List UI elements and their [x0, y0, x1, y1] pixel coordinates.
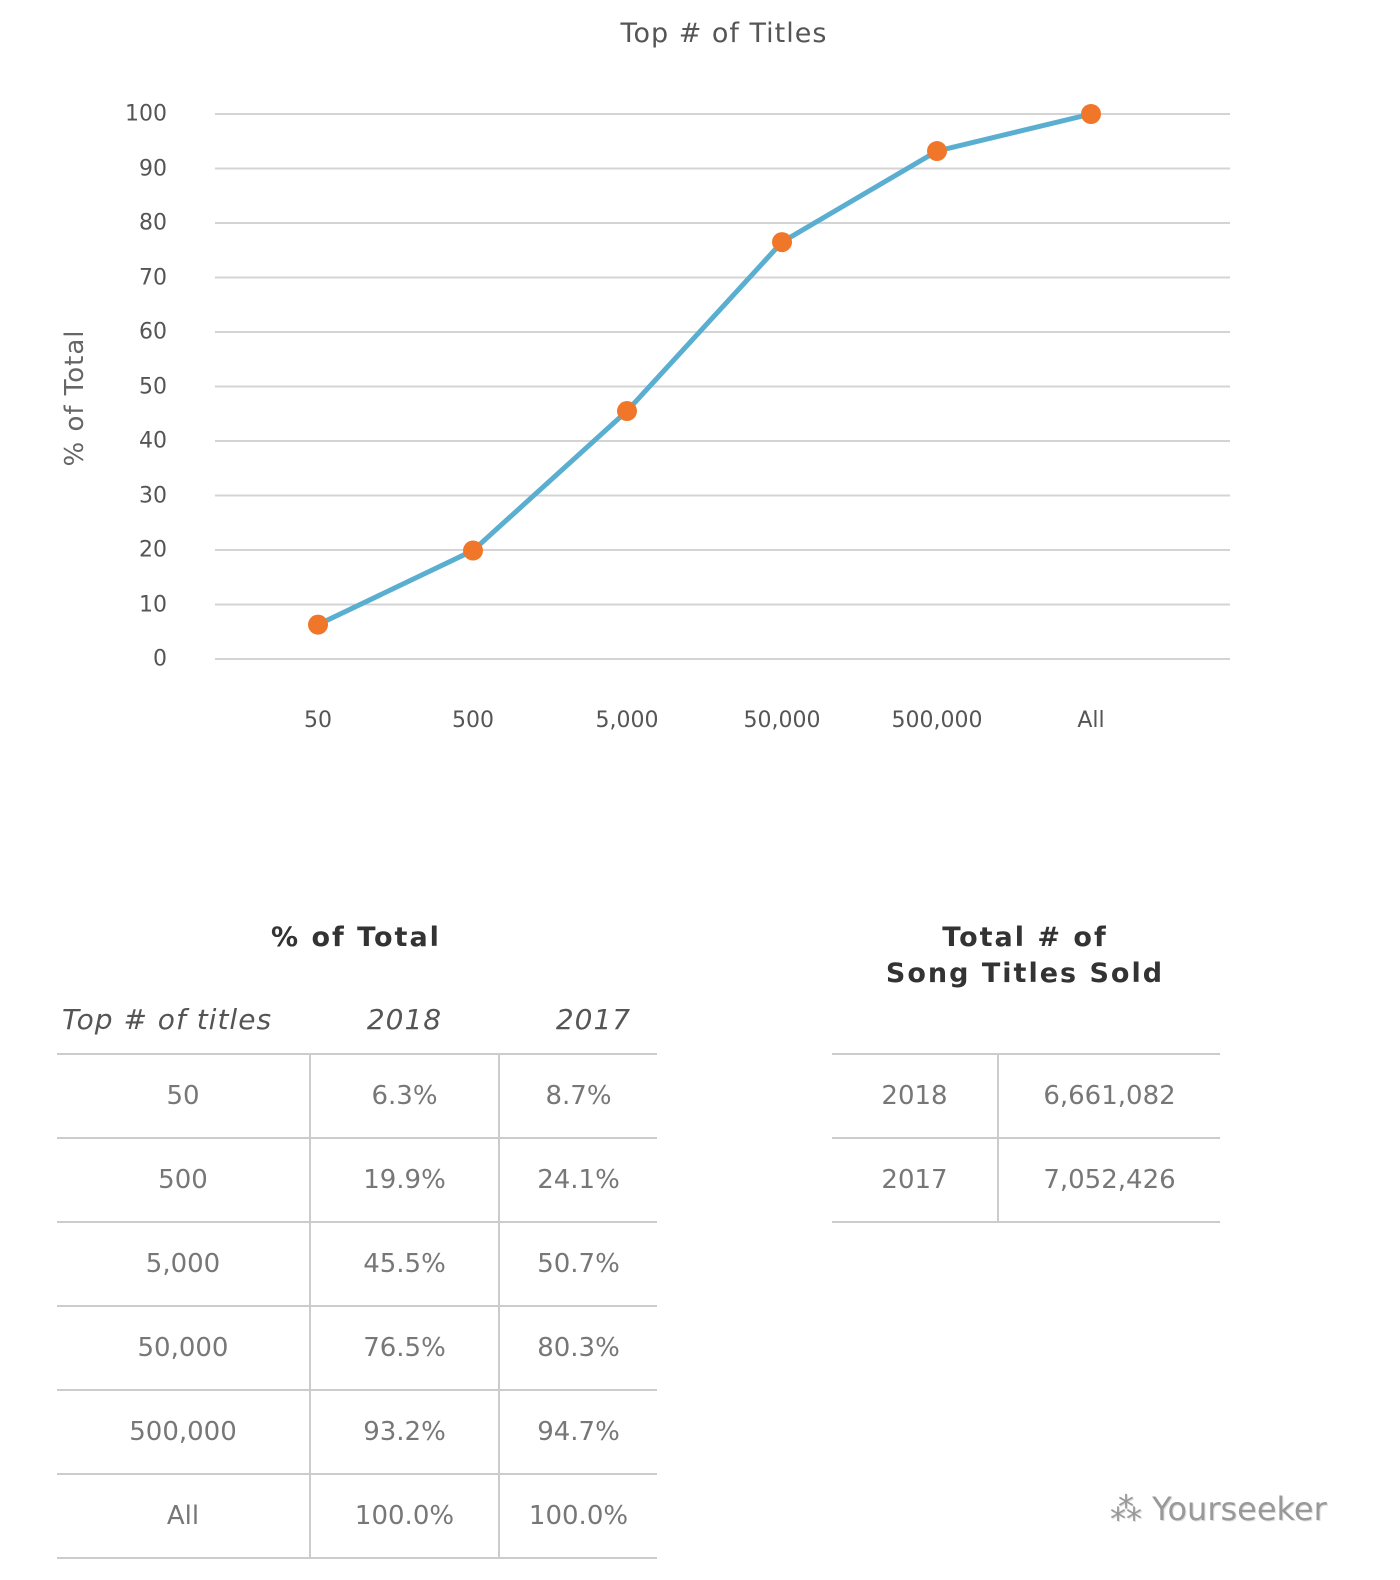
total-title-line1: Total # of: [942, 922, 1108, 953]
table-cell: 100.0%: [498, 1474, 657, 1559]
table-cell: 6.3%: [309, 1054, 499, 1139]
y-tick-label: 80: [139, 210, 167, 236]
table-cell: 80.3%: [498, 1306, 657, 1391]
data-point: [772, 232, 792, 253]
watermark-logo: ⁂ Yourseeker: [1110, 1490, 1327, 1528]
table-row: All 100.0% 100.0%: [57, 1474, 657, 1559]
pct-table: 50 6.3% 8.7% 500 19.9% 24.1% 5,000 45.5% 50.7% 50…: [57, 1053, 657, 1559]
x-tick-label: 50,000: [743, 708, 821, 733]
total-table-title: Total # of Song Titles Sold: [825, 920, 1225, 992]
y-tick-label: 70: [139, 265, 167, 290]
table-cell: 50: [57, 1054, 310, 1139]
y-tick-label: 60: [139, 319, 167, 345]
watermark-text: Yourseeker: [1152, 1490, 1327, 1528]
table-row: 2017 7,052,426: [832, 1138, 1220, 1223]
table-cell: 500: [57, 1138, 310, 1223]
x-tick-label: 50: [304, 708, 332, 733]
table-cell: 6,661,082: [997, 1054, 1220, 1139]
data-point: [617, 401, 637, 422]
y-tick-label: 50: [139, 374, 167, 399]
col-header-2017: 2017: [555, 1003, 632, 1036]
table-cell: 94.7%: [498, 1390, 657, 1475]
table-cell: 7,052,426: [997, 1138, 1220, 1223]
table-cell: 100.0%: [309, 1474, 499, 1559]
col-header-top-titles: Top # of titles: [62, 1003, 273, 1036]
table-row: 2018 6,661,082: [832, 1054, 1220, 1139]
chart-title: Top # of Titles: [620, 18, 828, 49]
table-row: 50,000 76.5% 80.3%: [57, 1306, 657, 1391]
table-cell: 93.2%: [309, 1390, 499, 1475]
table-cell: 2018: [832, 1054, 998, 1139]
table-cell: 50.7%: [498, 1222, 657, 1307]
y-tick-label: 10: [139, 592, 167, 617]
y-tick-label: 30: [139, 483, 167, 508]
table-cell: 500,000: [57, 1390, 310, 1475]
table-cell: 45.5%: [309, 1222, 499, 1307]
table-cell: 76.5%: [309, 1306, 499, 1391]
y-tick-label: 90: [139, 156, 167, 181]
y-tick-label: 40: [139, 428, 167, 454]
y-tick-label: 100: [125, 101, 167, 127]
table-row: 50 6.3% 8.7%: [57, 1054, 657, 1139]
x-tick-label: All: [1077, 708, 1105, 733]
table-cell: 5,000: [57, 1222, 310, 1307]
table-cell: 24.1%: [498, 1138, 657, 1223]
total-title-line2: Song Titles Sold: [885, 958, 1165, 989]
y-tick-label: 0: [153, 646, 167, 672]
line-chart: [215, 104, 1230, 660]
data-point: [463, 540, 483, 561]
data-point: [308, 614, 328, 635]
table-row: 500,000 93.2% 94.7%: [57, 1390, 657, 1475]
table-cell: 8.7%: [498, 1054, 657, 1139]
data-point: [1081, 104, 1101, 124]
x-tick-label: 500,000: [891, 708, 983, 733]
col-header-2018: 2018: [366, 1003, 443, 1036]
table-cell: 50,000: [57, 1306, 310, 1391]
table-cell: All: [57, 1474, 310, 1559]
table-cell: 19.9%: [309, 1138, 499, 1223]
data-point: [927, 141, 947, 162]
table-row: 5,000 45.5% 50.7%: [57, 1222, 657, 1307]
series-line: [316, 111, 1092, 627]
table-cell: 2017: [832, 1138, 998, 1223]
x-tick-label: 500: [452, 708, 494, 733]
pct-table-title: % of Total: [271, 922, 441, 953]
x-tick-label: 5,000: [595, 708, 659, 733]
table-row: 500 19.9% 24.1%: [57, 1138, 657, 1223]
total-table: 2018 6,661,082 2017 7,052,426: [832, 1053, 1220, 1223]
y-tick-label: 20: [139, 537, 167, 563]
